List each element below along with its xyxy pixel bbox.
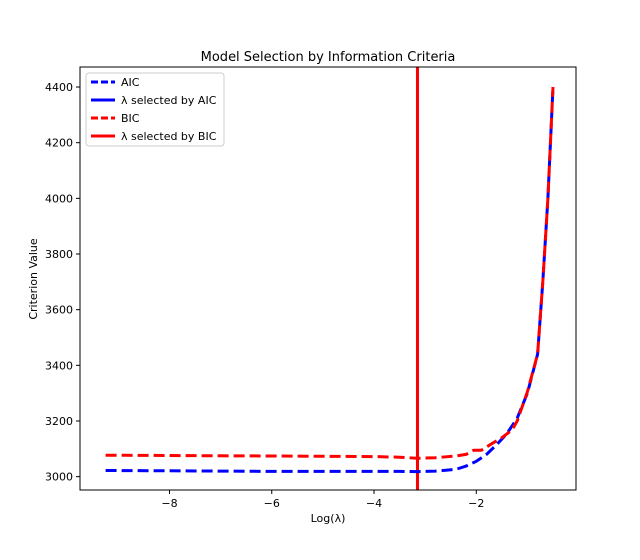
y-tick-label: 3400 — [45, 359, 73, 372]
legend-label: λ selected by BIC — [121, 130, 217, 143]
x-axis-label: Log(λ) — [311, 512, 346, 525]
legend-label: λ selected by AIC — [121, 94, 217, 107]
y-tick-label: 4000 — [45, 192, 73, 205]
y-axis-label: Criterion Value — [27, 238, 40, 320]
legend-entries: AIC λ selected by AIC BIC λ selected by BIC — [91, 76, 217, 143]
legend-label: BIC — [121, 112, 140, 125]
axes-frame — [79, 66, 577, 491]
x-tick-label: −6 — [264, 497, 280, 510]
axis-ticks: −8 −6 −4 −2 3000 3200 3400 3600 3800 4000 4200 4400 — [45, 81, 484, 510]
y-tick-label: 4200 — [45, 137, 73, 150]
series-lines — [105, 86, 555, 474]
y-tick-label: 3800 — [45, 248, 73, 261]
y-tick-label: 3000 — [45, 471, 73, 484]
y-tick-label: 4400 — [45, 81, 73, 94]
x-tick-label: −2 — [468, 497, 484, 510]
x-tick-label: −4 — [366, 497, 382, 510]
chart-title: Model Selection by Information Criteria — [201, 50, 456, 65]
legend: AIC λ selected by AIC BIC λ selected by BIC — [85, 72, 225, 147]
x-tick-label: −8 — [161, 497, 177, 510]
y-tick-label: 3600 — [45, 304, 73, 317]
y-tick-label: 3200 — [45, 415, 73, 428]
bic-series-line — [105, 86, 555, 460]
legend-label: AIC — [121, 76, 140, 89]
legend-box — [85, 72, 225, 147]
